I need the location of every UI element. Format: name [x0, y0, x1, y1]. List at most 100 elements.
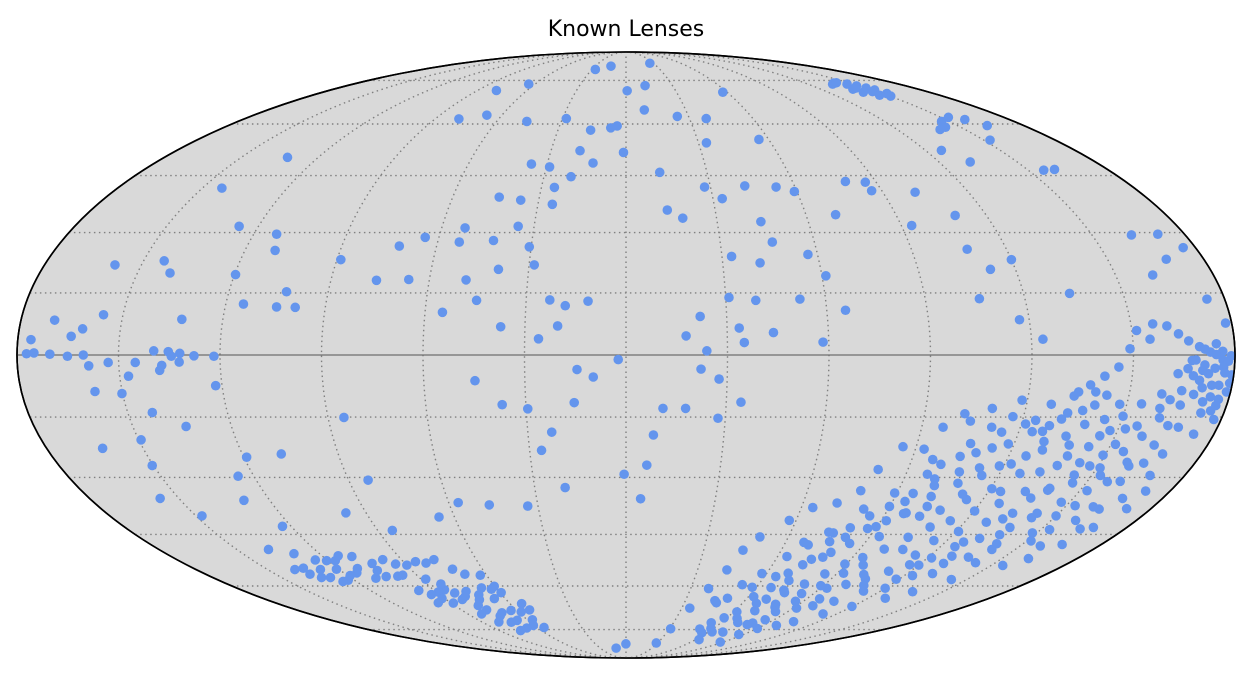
lens-point [724, 292, 734, 303]
lens-point [1210, 363, 1220, 374]
lens-point [460, 569, 470, 580]
lens-point [739, 181, 750, 191]
lens-point [639, 105, 650, 115]
lens-point [437, 307, 448, 318]
lens-point [381, 571, 392, 582]
lens-point [677, 213, 688, 223]
lens-point [136, 435, 146, 445]
lens-point [575, 145, 585, 156]
lens-point [298, 563, 309, 573]
lens-point [336, 254, 346, 265]
lens-point [806, 554, 817, 565]
lens-point [414, 585, 424, 596]
lens-point [859, 569, 869, 580]
lens-point [858, 560, 868, 570]
lens-point [1114, 362, 1124, 372]
lens-point [316, 572, 327, 583]
lens-point [981, 517, 992, 528]
lens-point [147, 407, 158, 418]
lens-point [857, 552, 868, 563]
lens-point [987, 483, 997, 494]
lens-point [588, 372, 599, 382]
lens-point [874, 531, 885, 542]
lens-point [900, 496, 910, 507]
lens-point [512, 615, 522, 626]
lens-point [387, 525, 398, 536]
lens-point [506, 605, 516, 616]
lens-point [840, 559, 850, 569]
lens-point [159, 256, 169, 266]
lens-point [919, 444, 929, 454]
lens-point [271, 229, 282, 239]
lens-point [1131, 325, 1142, 336]
lens-point [994, 461, 1005, 471]
lens-point [1176, 385, 1187, 396]
lens-point [491, 85, 502, 96]
lens-point [1115, 476, 1125, 487]
lens-point [658, 403, 668, 414]
lens-point [784, 515, 795, 526]
lens-point [449, 588, 460, 598]
lens-point [926, 553, 937, 563]
lens-point [987, 403, 998, 414]
lens-point [959, 114, 970, 125]
lens-point [830, 209, 841, 220]
lens-point [281, 286, 292, 297]
lens-point [62, 351, 73, 362]
lens-point [1157, 389, 1167, 399]
lens-point [965, 438, 976, 449]
lens-point [808, 600, 818, 611]
lens-point [536, 445, 547, 456]
lens-point [1126, 230, 1137, 240]
lens-point [148, 346, 159, 356]
lens-point [715, 637, 726, 647]
lens-point [818, 337, 828, 347]
lens-point [533, 334, 544, 344]
lens-point [325, 572, 336, 583]
lens-point [1220, 318, 1231, 328]
lens-point [971, 447, 981, 458]
lens-point [1077, 405, 1088, 416]
lens-point [906, 220, 917, 231]
lens-point [718, 627, 728, 637]
lens-point [885, 91, 896, 101]
lens-point [1067, 478, 1078, 488]
lens-point [367, 558, 377, 569]
lens-point [420, 232, 431, 243]
lens-point [1015, 468, 1025, 479]
lens-point [1183, 363, 1193, 374]
lens-point [648, 430, 659, 440]
lens-point [645, 58, 655, 69]
lens-point [795, 294, 805, 304]
lens-point [494, 617, 504, 627]
lens-point [1049, 164, 1060, 175]
lens-point [475, 570, 486, 581]
lens-point [495, 321, 506, 332]
lens-point [789, 186, 800, 197]
lens-point [147, 460, 158, 471]
lens-point [733, 629, 744, 640]
lens-point [1118, 446, 1129, 457]
lens-point [955, 451, 965, 462]
lens-point [426, 589, 437, 600]
lens-point [420, 574, 431, 584]
lens-point [826, 547, 836, 558]
lens-point [722, 593, 733, 604]
lens-point [1136, 399, 1147, 409]
lens-point [447, 564, 458, 574]
lens-point [117, 388, 127, 399]
lens-point [209, 351, 219, 362]
lens-point [910, 187, 920, 198]
lens-point [754, 134, 764, 145]
lens-point [585, 125, 596, 135]
lens-point [703, 583, 714, 594]
lens-point [784, 575, 794, 586]
lens-point [706, 623, 716, 634]
lens-point [1027, 528, 1038, 538]
lens-point [1025, 493, 1036, 503]
lens-point [1062, 408, 1073, 418]
lens-point [1005, 522, 1015, 533]
lens-point [790, 596, 801, 607]
lens-point [862, 523, 873, 534]
